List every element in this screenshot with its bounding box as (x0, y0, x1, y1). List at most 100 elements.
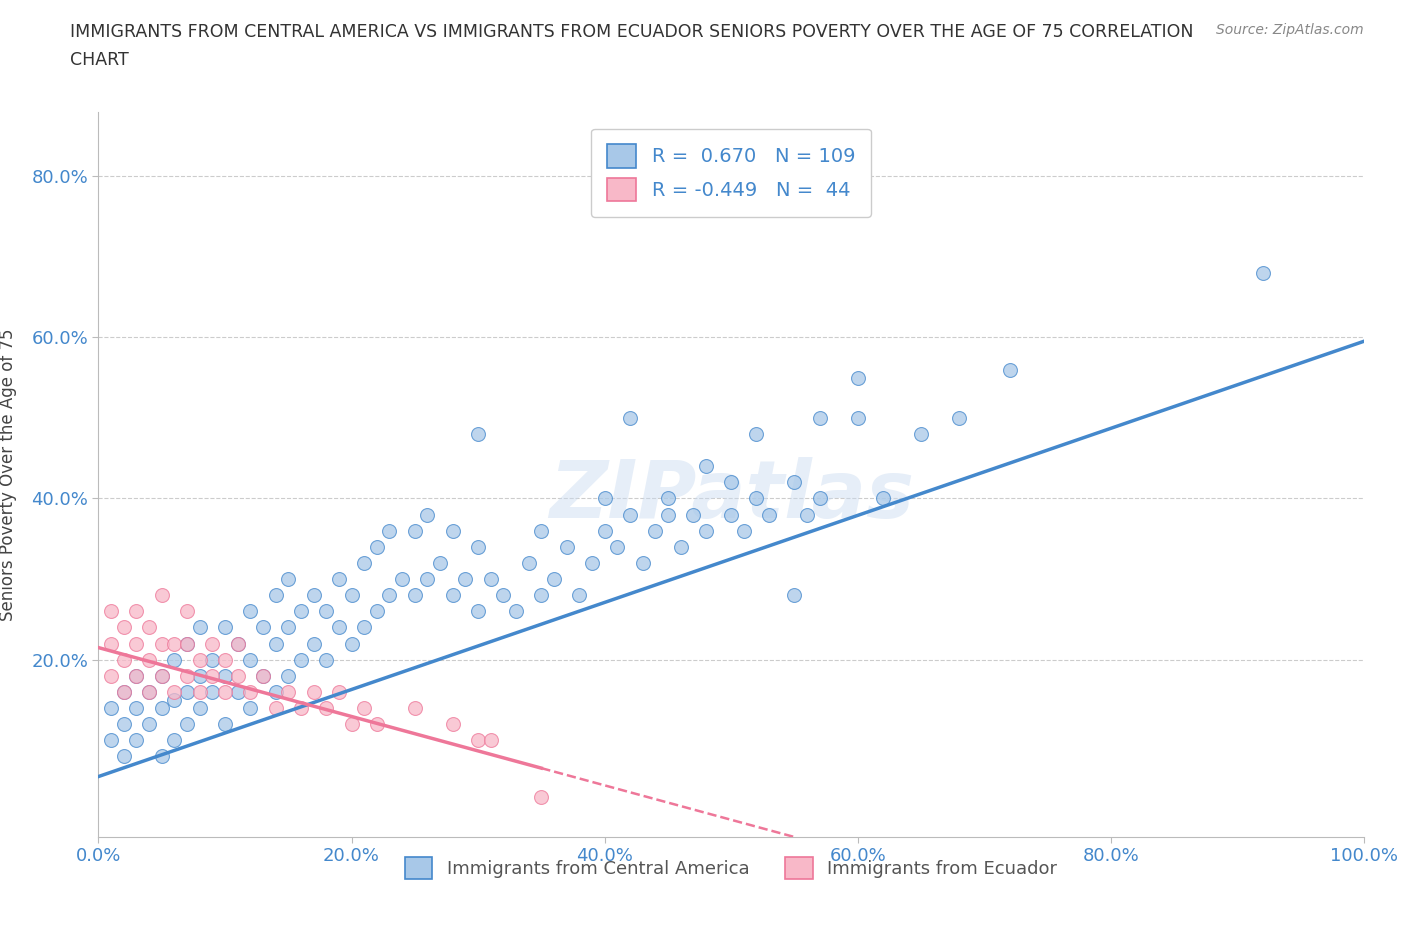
Point (454, 572, 477, 587)
Point (176, 636, 198, 651)
Point (226, 636, 249, 651)
Point (125, 669, 148, 684)
Point (214, 669, 236, 684)
Point (277, 620, 299, 635)
Point (505, 604, 527, 618)
Point (720, 507, 742, 522)
Text: CHART: CHART (70, 51, 129, 69)
Text: Source: ZipAtlas.com: Source: ZipAtlas.com (1216, 23, 1364, 37)
Point (568, 588, 591, 603)
Point (277, 669, 299, 684)
Point (100, 636, 122, 651)
Point (264, 588, 287, 603)
Point (796, 507, 818, 522)
Y-axis label: Seniors Poverty Over the Age of 75: Seniors Poverty Over the Age of 75 (0, 328, 17, 620)
Point (264, 684, 287, 699)
Point (100, 700, 122, 715)
Point (441, 717, 464, 732)
Point (783, 475, 806, 490)
Point (125, 604, 148, 618)
Point (226, 669, 249, 684)
Point (391, 572, 413, 587)
Point (302, 588, 325, 603)
Point (593, 491, 616, 506)
Point (657, 507, 679, 522)
Point (808, 410, 831, 425)
Point (125, 700, 148, 715)
Point (745, 491, 768, 506)
Point (188, 684, 211, 699)
Point (758, 507, 780, 522)
Point (619, 507, 641, 522)
Point (340, 717, 363, 732)
Point (252, 669, 274, 684)
Point (998, 362, 1021, 377)
Point (302, 636, 325, 651)
Point (201, 684, 224, 699)
Point (467, 539, 489, 554)
Point (353, 700, 375, 715)
Point (366, 717, 388, 732)
Point (619, 410, 641, 425)
Point (277, 572, 299, 587)
Point (163, 652, 186, 667)
Point (530, 790, 553, 804)
Point (226, 684, 249, 699)
Point (492, 588, 515, 603)
Point (328, 684, 350, 699)
Point (277, 684, 299, 699)
Point (328, 620, 350, 635)
Point (404, 524, 426, 538)
Point (138, 652, 160, 667)
Point (176, 636, 198, 651)
Point (467, 427, 489, 442)
Point (264, 636, 287, 651)
Point (163, 733, 186, 748)
Point (112, 717, 135, 732)
Point (214, 684, 236, 699)
Point (252, 620, 274, 635)
Point (239, 684, 262, 699)
Point (290, 604, 312, 618)
Point (239, 700, 262, 715)
Point (112, 620, 135, 635)
Legend: Immigrants from Central America, Immigrants from Ecuador: Immigrants from Central America, Immigra… (398, 849, 1064, 886)
Point (315, 700, 337, 715)
Point (808, 491, 831, 506)
Text: ZIPatlas: ZIPatlas (548, 457, 914, 535)
Point (1251, 265, 1274, 280)
Point (720, 475, 742, 490)
Point (112, 684, 135, 699)
Point (138, 684, 160, 699)
Point (201, 636, 224, 651)
Point (176, 604, 198, 618)
Point (441, 524, 464, 538)
Point (644, 524, 666, 538)
Point (657, 491, 679, 506)
Point (176, 717, 198, 732)
Point (733, 524, 755, 538)
Point (150, 749, 173, 764)
Point (188, 669, 211, 684)
Point (846, 370, 869, 385)
Point (150, 636, 173, 651)
Point (163, 693, 186, 708)
Point (163, 684, 186, 699)
Point (682, 507, 704, 522)
Point (340, 588, 363, 603)
Point (214, 652, 236, 667)
Point (530, 524, 553, 538)
Point (593, 524, 616, 538)
Point (328, 572, 350, 587)
Point (188, 620, 211, 635)
Point (846, 410, 869, 425)
Point (783, 588, 806, 603)
Point (188, 700, 211, 715)
Point (125, 636, 148, 651)
Point (239, 652, 262, 667)
Point (404, 700, 426, 715)
Point (340, 636, 363, 651)
Point (555, 539, 578, 554)
Point (264, 700, 287, 715)
Point (138, 684, 160, 699)
